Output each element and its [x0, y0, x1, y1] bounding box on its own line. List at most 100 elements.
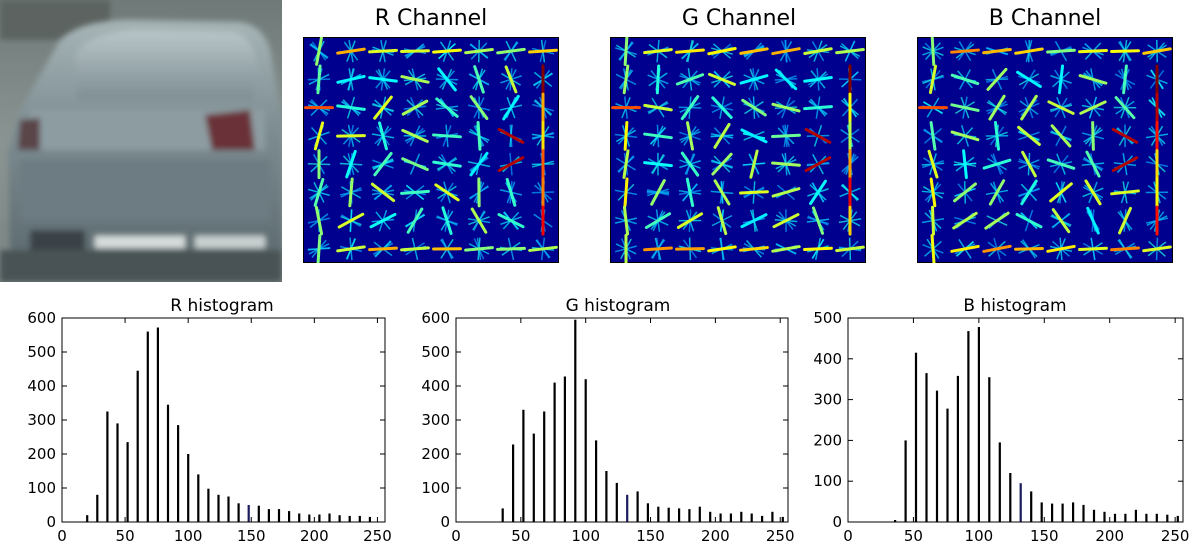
y-tick-label: 400: [27, 377, 56, 395]
histogram-bar: [977, 327, 980, 522]
histogram-bar: [1019, 483, 1022, 522]
x-tick-label: 250: [766, 527, 795, 545]
x-tick-label: 150: [1030, 527, 1059, 545]
histogram-bar: [688, 509, 691, 522]
histogram-bar: [522, 409, 525, 522]
x-tick-label: 50: [511, 527, 530, 545]
x-tick-label: 200: [300, 527, 329, 545]
histogram-bar: [553, 382, 556, 522]
histogram-bar: [729, 513, 732, 522]
x-tick-label: 100: [174, 527, 203, 545]
histogram-bar: [904, 440, 907, 522]
histogram-bar: [719, 513, 722, 522]
x-tick-label: 0: [843, 527, 853, 545]
histogram-bar: [1009, 473, 1012, 522]
histogram-bar: [626, 494, 629, 522]
histogram-bar: [257, 505, 260, 522]
y-tick-label: 600: [421, 309, 450, 327]
hog-image-b: [917, 37, 1173, 263]
histogram-bar: [667, 507, 670, 522]
y-tick-label: 400: [813, 350, 842, 368]
histogram-bar: [227, 496, 230, 522]
x-tick-label: 50: [904, 527, 923, 545]
histogram-bar: [584, 379, 587, 522]
histogram-bar: [368, 516, 371, 522]
y-tick-label: 300: [27, 411, 56, 429]
histogram-bar: [126, 442, 129, 522]
histogram-bar: [197, 474, 200, 522]
y-tick-label: 500: [813, 309, 842, 327]
histogram-bar: [277, 509, 281, 522]
plot-frame: [61, 317, 386, 523]
histogram-bar: [967, 331, 970, 522]
x-tick-label: 150: [237, 527, 266, 545]
x-tick-label: 250: [363, 527, 392, 545]
histogram-bar: [1134, 509, 1137, 522]
y-tick-label: 500: [27, 343, 56, 361]
histogram-bar: [106, 411, 109, 522]
histogram-bar: [298, 513, 301, 522]
chart-title: B histogram: [963, 296, 1066, 316]
histogram-bar: [894, 520, 897, 522]
histogram-bar: [166, 404, 170, 522]
histogram-bar: [914, 352, 918, 522]
x-tick-label: 100: [571, 527, 600, 545]
histogram-bar: [1072, 502, 1075, 522]
y-tick-label: 200: [27, 445, 56, 463]
y-tick-label: 600: [27, 309, 56, 327]
histogram-bar: [956, 375, 959, 522]
chart-title: G histogram: [566, 296, 671, 316]
histogram-bar: [935, 390, 939, 522]
histogram-bar: [318, 514, 321, 522]
y-tick-label: 0: [832, 513, 842, 531]
histogram-bar: [1103, 511, 1106, 522]
histogram-bar: [574, 319, 577, 522]
histogram-bar: [532, 433, 535, 522]
histogram-bar: [1040, 502, 1043, 522]
plot-frame: [847, 317, 1184, 523]
y-tick-label: 500: [421, 343, 450, 361]
histogram-bar: [146, 331, 149, 522]
hog-image-r: [303, 37, 559, 263]
histogram-bar: [1113, 513, 1117, 522]
histogram-bar: [328, 513, 331, 522]
histogram-bar: [1166, 514, 1169, 522]
y-tick-label: 300: [813, 391, 842, 409]
histogram-bar: [86, 515, 89, 522]
r-histogram-chart: R histogram 0 50 100 150 200 250 0 100 200 300 400…: [27, 296, 392, 545]
histogram-bar: [308, 514, 311, 522]
histogram-bar: [1145, 513, 1148, 522]
histogram-bar: [678, 508, 681, 522]
histogram-bar: [348, 515, 351, 522]
histogram-bar: [501, 508, 504, 522]
histogram-bar: [761, 515, 764, 522]
histogram-bar: [543, 411, 546, 522]
x-tick-label: 100: [965, 527, 994, 545]
histogram-bar: [512, 444, 515, 522]
histogram-bar: [709, 511, 712, 522]
y-tick-label: 100: [813, 472, 842, 490]
x-tick-label: 0: [451, 527, 461, 545]
histogram-bar: [698, 506, 701, 522]
histogram-bar: [750, 513, 753, 522]
histogram-bar: [740, 511, 743, 522]
y-tick-label: 200: [421, 445, 450, 463]
histogram-bar: [237, 503, 240, 522]
histogram-bar: [116, 423, 119, 522]
x-tick-label: 200: [701, 527, 730, 545]
histogram-bar: [267, 509, 270, 522]
histogram-bar: [1176, 515, 1179, 522]
histogram-bar: [96, 494, 99, 522]
histogram-bar: [247, 505, 250, 522]
hog-title-b: B Channel: [988, 6, 1102, 31]
histogram-bar: [136, 370, 139, 522]
histogram-bar: [288, 511, 291, 522]
histogram-bar: [1155, 513, 1158, 522]
hog-image-g: [610, 37, 866, 263]
y-tick-label: 0: [46, 513, 56, 531]
y-tick-label: 0: [440, 513, 450, 531]
histogram-bar: [781, 516, 784, 522]
histogram-bar: [595, 440, 598, 522]
plot-frame: [455, 317, 789, 523]
histogram-bar: [771, 511, 774, 522]
